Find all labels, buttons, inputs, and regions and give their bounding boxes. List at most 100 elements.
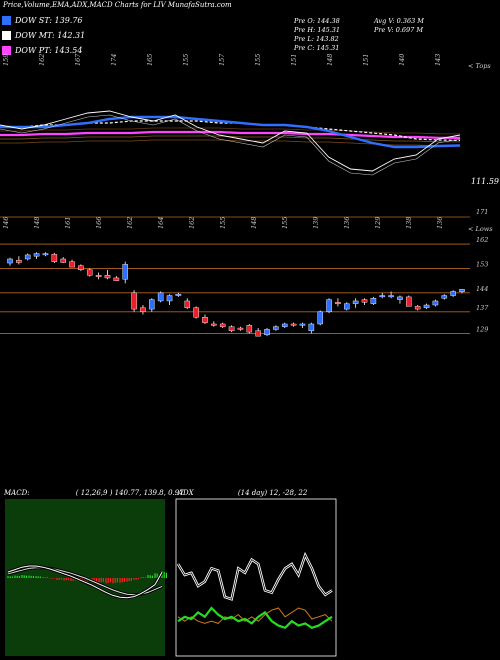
tops-label: 143	[434, 54, 442, 66]
candle-body	[166, 295, 173, 302]
candle-body	[299, 323, 306, 326]
lows-caption: < Lows	[468, 225, 493, 233]
candle-body	[193, 307, 199, 318]
candle-body	[122, 264, 129, 280]
lows-label: 136	[343, 217, 351, 229]
lows-label: 129	[374, 217, 382, 229]
candle-body	[16, 260, 22, 263]
candle-body	[24, 254, 31, 260]
lows-label: 164	[157, 217, 165, 229]
y-tick-label: 162	[476, 236, 488, 244]
stat-prev-volume: Pre V: 0.697 M	[374, 26, 424, 34]
candle-body	[388, 295, 394, 298]
chart-title: Price,Volume,EMA,ADX,MACD Charts for LIV…	[3, 1, 232, 9]
price-low-line	[0, 114, 461, 176]
ema-st-line	[0, 115, 461, 149]
lows-label: 155	[281, 217, 289, 229]
macd-params: ( 12,26,9 ) 140.77, 139.8, 0.97	[75, 489, 184, 497]
legend-swatch	[2, 31, 11, 40]
candle-body	[69, 261, 75, 268]
y-tick-label: 153	[476, 260, 488, 268]
candle-body	[273, 326, 279, 330]
adx-line-inner	[177, 554, 333, 600]
candle-body	[326, 299, 332, 312]
stat-low: Pre L: 143.82	[294, 35, 339, 43]
candle-body	[86, 269, 93, 276]
candle-body	[308, 323, 315, 331]
lows-label: 138	[405, 217, 413, 229]
grid-lines: 162 153 144 137 129	[0, 236, 489, 334]
candle-body	[370, 298, 377, 304]
candle-body	[352, 300, 359, 304]
candle-body	[211, 323, 217, 326]
candle-body	[104, 275, 111, 279]
adx-label: ADX	[178, 489, 194, 497]
adx-title: ADX (14 day) 12, -28, 22	[178, 489, 307, 497]
candle-body	[157, 292, 164, 302]
candle-body	[246, 325, 253, 333]
tops-label: 174	[110, 54, 118, 66]
max-price-label: 171	[476, 208, 488, 216]
tops-labels: 159 162 167 174 165 155 157 155 151 148 151 140 143	[2, 53, 442, 66]
candle-body	[450, 291, 456, 296]
candle-body	[441, 295, 448, 299]
lows-label: 162	[126, 217, 134, 229]
macd-title: MACD: ( 12,26,9 ) 140.77, 139.8, 0.97	[4, 489, 184, 497]
legend-dow-st: DOW ST: 139.76	[2, 16, 83, 25]
candle-body	[281, 323, 288, 327]
tops-label: 159	[2, 54, 10, 66]
tops-label: 165	[146, 54, 154, 66]
candle-body	[237, 327, 244, 330]
lows-label: 148	[250, 217, 258, 229]
candle-body	[175, 293, 182, 296]
candle-body	[228, 326, 235, 331]
candle-body	[78, 265, 84, 271]
y-tick-label: 144	[476, 285, 488, 293]
macd-line	[7, 565, 163, 599]
lows-label: 155	[219, 217, 227, 229]
candles	[7, 252, 465, 337]
adx-plus-di-line	[177, 606, 333, 630]
candle-body	[335, 302, 341, 304]
lows-label: 161	[64, 217, 72, 229]
tops-label: 162	[38, 54, 46, 66]
tops-label: 155	[254, 54, 262, 66]
candle-body	[397, 296, 403, 300]
candle-body	[317, 311, 323, 325]
adx-frame	[175, 498, 337, 657]
ema-pt-line	[0, 130, 461, 139]
candle-body	[459, 289, 465, 292]
candle-body	[219, 323, 226, 327]
candle-body	[131, 292, 137, 310]
lows-label: 139	[312, 217, 320, 229]
price-line	[0, 110, 461, 172]
candle-body	[432, 300, 439, 306]
tops-label: 167	[74, 53, 82, 66]
legend-dow-pt: DOW PT: 143.54	[2, 46, 82, 55]
lows-label: 162	[188, 217, 196, 229]
adx-params: (14 day) 12, -28, 22	[237, 489, 308, 497]
candle-body	[149, 299, 155, 310]
candle-body	[140, 307, 146, 312]
candle-body	[255, 330, 261, 337]
legend-label: DOW PT: 143.54	[15, 46, 83, 55]
lows-label: 166	[95, 217, 103, 229]
stat-high: Pre H: 145.31	[294, 26, 341, 34]
legend-label: DOW ST: 139.76	[15, 16, 83, 25]
ema-band-line	[0, 127, 461, 135]
stat-close: Pre C: 145.31	[294, 44, 340, 52]
candle-body	[42, 253, 49, 256]
tops-label: 155	[182, 54, 190, 66]
candle-body	[423, 304, 430, 308]
legend-swatch	[2, 16, 11, 25]
y-tick-label: 129	[476, 325, 488, 333]
tops-label: 151	[290, 54, 298, 66]
candle-body	[113, 277, 120, 281]
candle-body	[202, 317, 208, 323]
legend-dow-mt: DOW MT: 142.31	[2, 31, 85, 40]
price-level-label: 111.59	[471, 177, 499, 186]
tops-label: 151	[362, 54, 370, 66]
legend-swatch	[2, 46, 11, 55]
